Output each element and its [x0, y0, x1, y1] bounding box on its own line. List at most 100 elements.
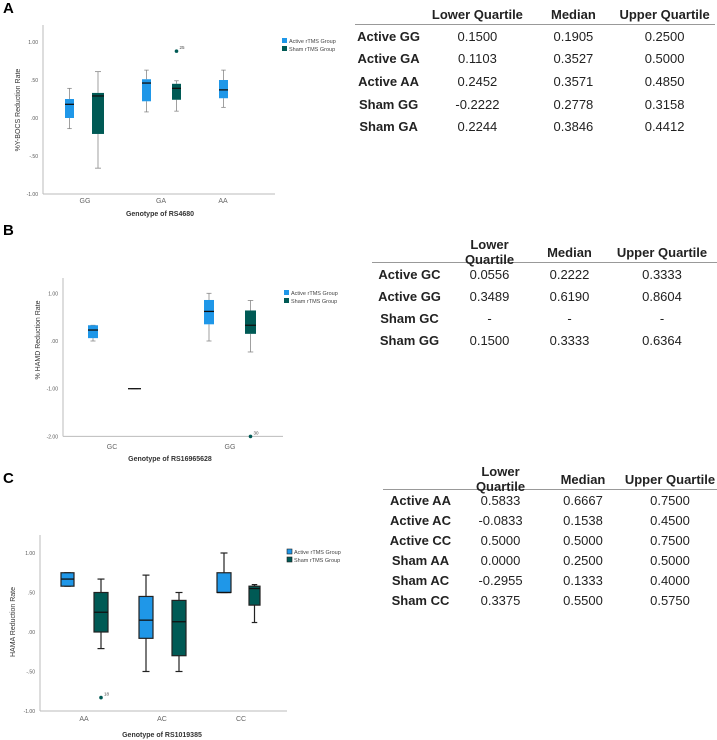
table-row: Sham AA 0.0000 0.2500 0.5000: [383, 550, 717, 570]
cell-value: 0.5000: [563, 532, 603, 548]
cell-value: 0.2244: [457, 119, 498, 134]
cell-value: 0.2500: [563, 552, 603, 568]
cell-value: 0.7500: [650, 532, 690, 548]
table-row: Active CC 0.5000 0.5000 0.7500: [383, 530, 717, 550]
y-tick-label: .00: [51, 339, 58, 345]
x-tick-label: GG: [80, 198, 91, 205]
y-tick-label: .00: [31, 116, 38, 122]
x-axis-title: Genotype of RS16965628: [128, 456, 212, 463]
column-header: Median: [551, 6, 596, 22]
cell-value: 0.0000: [480, 552, 521, 568]
outlier-point: [174, 49, 179, 53]
legend-label-sham: Sham rTMS Group: [294, 558, 340, 564]
box-active-cc: [216, 572, 232, 594]
outlier-label: 18: [104, 692, 110, 697]
cell-value: 0.3333: [549, 332, 590, 348]
quartile-table-b: Lower Quartile Median Upper Quartile Active…: [372, 237, 717, 351]
cell-value: 0.1500: [457, 28, 498, 44]
panel-label-b: B: [3, 222, 14, 239]
cell-value: 0.5833: [480, 492, 521, 508]
box-active-aa: [219, 80, 228, 99]
legend-swatch-sham: [284, 298, 289, 303]
cell-value: 0.1538: [563, 512, 603, 528]
cell-value: 0.2778: [553, 96, 594, 112]
box-sham-ac: [171, 599, 187, 657]
table-header-row: Lower Quartile Median Upper Quartile: [372, 237, 717, 267]
box-active-ac: [138, 595, 154, 639]
row-label: Sham AA: [391, 552, 450, 568]
y-tick-label: 1.00: [28, 40, 38, 46]
y-axis-title: HAMA Reduction Rate: [10, 587, 17, 657]
cell-value: 0.1500: [469, 332, 510, 348]
table-row: Sham AC -0.2955 0.1333 0.4000: [383, 570, 717, 590]
outlier-point: [248, 434, 253, 439]
y-tick-label: -1.00: [47, 387, 59, 393]
y-tick-label: 1.00: [48, 291, 58, 297]
row-label: Active GG: [378, 288, 441, 304]
cell-value: 0.7500: [650, 492, 690, 508]
cell-value: 0.3375: [480, 592, 521, 608]
legend-swatch-sham: [286, 556, 293, 563]
row-label: Sham CC: [391, 592, 450, 608]
column-header: Upper Quartile: [624, 471, 716, 487]
row-label: Active GC: [378, 266, 441, 282]
y-tick-label: -.50: [26, 670, 35, 676]
column-header: Lower Quartile: [431, 6, 523, 22]
row-label: Sham GC: [380, 310, 439, 326]
cell-value: 0.4412: [644, 119, 685, 134]
cell-value: -0.2955: [478, 572, 523, 588]
legend-swatch-active: [284, 290, 289, 295]
quartile-table-a: Lower Quartile Median Upper Quartile Active…: [355, 4, 715, 138]
y-tick-label: -2.00: [47, 434, 59, 440]
row-label: Active GG: [357, 28, 421, 44]
column-header: Median: [560, 471, 606, 487]
table-header-row: Lower Quartile Median Upper Quartile: [383, 464, 717, 494]
cell-value: -: [659, 310, 665, 326]
cell-value: 0.3527: [553, 51, 594, 66]
cell-value: 0.4000: [650, 572, 690, 588]
column-header: Lower Quartile: [475, 464, 526, 494]
row-label: Active CC: [389, 532, 452, 548]
y-axis-title: %Y-BOCS Reduction Rate: [15, 69, 22, 152]
table-row: Active AC -0.0833 0.1538 0.4500: [383, 510, 717, 530]
x-tick-label: GC: [107, 444, 118, 451]
cell-value: 0.5000: [650, 552, 690, 568]
box-active-gg: [204, 299, 214, 325]
cell-value: -: [567, 310, 572, 326]
quartile-table-c: Lower Quartile Median Upper Quartile Active…: [383, 464, 717, 610]
cell-value: -0.2222: [455, 96, 500, 112]
cell-value: -0.0833: [478, 512, 523, 528]
row-label: Sham GA: [359, 119, 418, 134]
cell-value: 0.8604: [642, 288, 682, 304]
y-tick-label: 1.00: [25, 551, 35, 557]
table-row: Sham GA 0.2244 0.3846 0.4412: [355, 115, 715, 138]
row-label: Sham AC: [391, 572, 450, 588]
legend-label-active: Active rTMS Group: [291, 291, 338, 297]
cell-value: 0.5750: [650, 592, 690, 608]
cell-value: -: [487, 310, 492, 326]
y-tick-label: .50: [31, 78, 38, 84]
x-tick-label: AC: [157, 716, 167, 723]
row-label: Sham GG: [379, 332, 440, 348]
row-label: Active AA: [390, 492, 451, 508]
cell-value: 0.1905: [553, 28, 594, 44]
table-row: Sham GG -0.2222 0.2778 0.3158: [355, 93, 715, 115]
panel-label-c: C: [3, 470, 14, 487]
legend-label-sham: Sham rTMS Group: [289, 47, 335, 53]
legend-label-active: Active rTMS Group: [289, 39, 336, 45]
cell-value: 0.3571: [553, 74, 594, 89]
box-active-ga: [142, 79, 151, 102]
cell-value: 0.1103: [458, 51, 497, 66]
column-header: Upper Quartile: [616, 244, 708, 260]
row-label: Active GA: [357, 51, 420, 66]
cell-value: 0.6364: [642, 332, 682, 348]
cell-value: 0.6190: [549, 288, 590, 304]
table-row: Active GA 0.1103 0.3527 0.5000: [355, 47, 715, 70]
cell-value: 0.4500: [650, 512, 690, 528]
cell-value: 0.2452: [457, 74, 498, 89]
legend-label-active: Active rTMS Group: [294, 550, 341, 556]
box-sham-ga: [172, 83, 181, 100]
legend-swatch-active: [282, 38, 287, 43]
